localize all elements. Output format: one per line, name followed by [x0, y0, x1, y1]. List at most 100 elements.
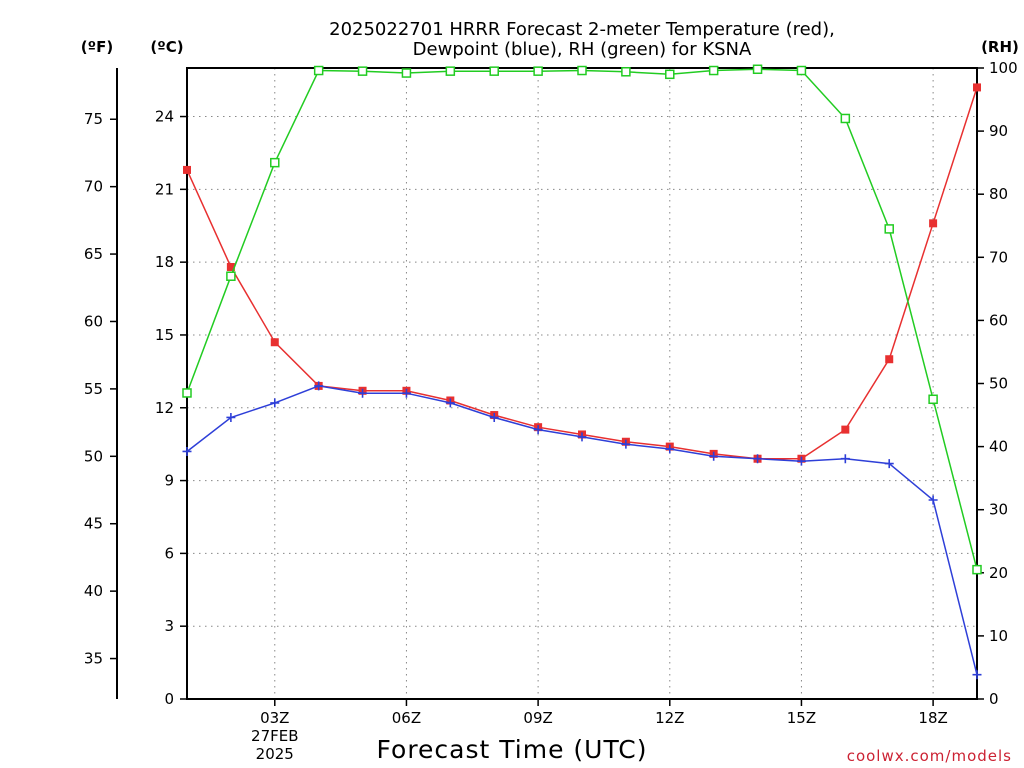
series-line-temperature — [186, 87, 978, 460]
time-tick-label: 12Z — [655, 709, 684, 727]
rh-tick-label: 80 — [989, 185, 1008, 203]
dewpoint-point — [401, 388, 411, 398]
time-tick-label: 03Z — [260, 709, 289, 727]
fahrenheit-tick-label: 50 — [84, 447, 103, 465]
time-tick-label: 15Z — [787, 709, 816, 727]
temperature-point — [841, 425, 850, 434]
rh-tick-label: 10 — [989, 627, 1008, 645]
fahrenheit-tick-label: 70 — [84, 178, 103, 196]
celsius-tick-label: 15 — [155, 326, 174, 344]
rh-point — [270, 157, 280, 168]
temperature-point — [226, 263, 235, 272]
time-tick-label: 18Z — [918, 709, 947, 727]
rh-point — [928, 394, 938, 405]
time-tick-label: 2025 — [256, 745, 294, 763]
fahrenheit-tick-label: 40 — [84, 582, 103, 600]
rh-point — [972, 564, 982, 575]
rh-tick-label: 50 — [989, 375, 1008, 393]
rh-point — [533, 66, 543, 76]
time-tick-label: 09Z — [523, 709, 552, 727]
dewpoint-point — [577, 432, 587, 442]
chart-title: 2025022701 HRRR Forecast 2-meter Tempera… — [329, 19, 835, 60]
series-line-rh — [186, 68, 978, 570]
dewpoint-point — [621, 439, 631, 449]
rh-point — [796, 65, 807, 76]
rh-point — [357, 66, 368, 76]
dewpoint-point — [226, 412, 236, 422]
chart-title-line-2: Dewpoint (blue), RH (green) for KSNA — [413, 39, 752, 60]
rh-point — [226, 271, 236, 281]
fahrenheit-tick-label: 35 — [84, 650, 103, 668]
dewpoint-point — [753, 454, 763, 464]
celsius-tick-label: 21 — [155, 180, 174, 198]
dewpoint-point — [314, 381, 324, 391]
celsius-tick-label: 12 — [155, 399, 174, 417]
rh-point — [708, 65, 719, 76]
rh-point — [665, 69, 675, 80]
rh-unit-label: (RH) — [981, 38, 1019, 56]
time-tick-label: 06Z — [392, 709, 421, 727]
fahrenheit-unit-label: (ºF) — [81, 38, 113, 56]
rh-tick-label: 40 — [989, 438, 1008, 456]
dewpoint-point — [358, 388, 368, 398]
celsius-tick-label: 3 — [164, 617, 174, 635]
fahrenheit-tick-label: 65 — [84, 245, 103, 263]
celsius-tick-label: 18 — [155, 253, 174, 271]
temperature-point — [885, 355, 894, 364]
celsius-tick-label: 6 — [164, 544, 174, 562]
dewpoint-point — [884, 459, 894, 469]
temperature-point — [270, 338, 279, 347]
rh-point — [401, 68, 412, 78]
fahrenheit-axis: 35 40 45 50 55 60 65 70 75 — [84, 110, 117, 668]
celsius-tick-label: 9 — [164, 472, 174, 490]
rh-tick-label: 0 — [989, 690, 999, 708]
rh-tick-label: 70 — [989, 248, 1008, 266]
fahrenheit-tick-label: 45 — [84, 515, 103, 533]
rh-point — [577, 65, 587, 76]
dewpoint-point — [972, 670, 982, 680]
x-axis-title: Forecast Time (UTC) — [377, 735, 648, 764]
rh-point — [313, 65, 324, 76]
series-temperature — [183, 83, 981, 463]
dewpoint-point — [840, 454, 850, 464]
rh-point — [621, 67, 631, 77]
dewpoint-point — [665, 444, 675, 454]
rh-tick-label: 90 — [989, 122, 1008, 140]
series — [182, 64, 982, 680]
rh-point — [884, 224, 894, 234]
dewpoint-point — [533, 425, 543, 435]
dewpoint-point — [928, 495, 938, 505]
dewpoint-point — [489, 412, 499, 422]
temperature-point — [183, 165, 191, 174]
fahrenheit-tick-label: 75 — [84, 110, 103, 128]
plot-frame — [186, 67, 978, 700]
series-rh — [182, 64, 982, 575]
rh-point — [182, 388, 192, 398]
temperature-point — [973, 83, 981, 92]
celsius-unit-label: (ºC) — [150, 38, 183, 56]
dewpoint-point — [445, 398, 455, 408]
time-tick-label: 27FEB — [251, 727, 298, 745]
dewpoint-point — [796, 456, 806, 466]
dewpoint-point — [709, 451, 719, 461]
gridlines — [187, 68, 977, 699]
celsius-tick-label: 24 — [155, 108, 174, 126]
celsius-tick-label: 0 — [164, 690, 174, 708]
rh-tick-label: 20 — [989, 564, 1008, 582]
temperature-point — [929, 219, 938, 228]
rh-tick-label: 60 — [989, 311, 1008, 329]
rh-point — [489, 66, 499, 76]
rh-axis: 0 10 20 30 40 50 60 70 80 90 100 — [977, 59, 1018, 708]
rh-point — [752, 64, 763, 75]
dewpoint-point — [182, 446, 192, 456]
axes — [116, 67, 978, 700]
fahrenheit-tick-label: 55 — [84, 380, 103, 398]
rh-point — [840, 113, 851, 124]
fahrenheit-tick-label: 60 — [84, 312, 103, 330]
credit-text: coolwx.com/models — [847, 747, 1012, 765]
celsius-axis: 0 3 6 9 12 15 18 21 24 — [155, 108, 187, 708]
dewpoint-point — [270, 398, 280, 408]
rh-tick-label: 30 — [989, 501, 1008, 519]
rh-tick-label: 100 — [989, 59, 1018, 77]
